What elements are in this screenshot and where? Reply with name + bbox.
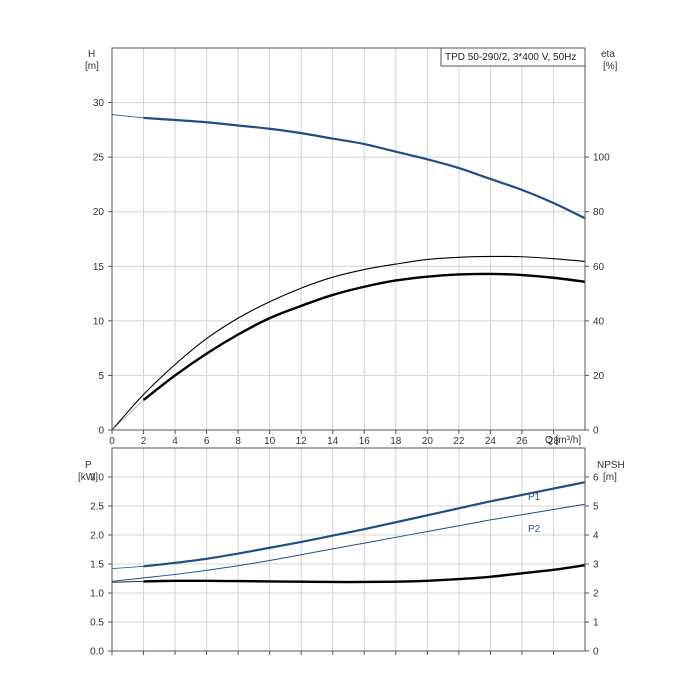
bottom-ticks: 0.0 0.5 1.0 1.5 2.0 2.5 3.0 0 1 2 3 4 5 6 bbox=[90, 473, 599, 658]
y2-tick-label: 0 bbox=[593, 426, 599, 437]
npsh-tick-label: 1 bbox=[593, 618, 599, 629]
p-tick-label: 2.0 bbox=[90, 531, 104, 542]
y2-axis-label-npsh: NPSH bbox=[597, 460, 625, 471]
npsh-tick-label: 6 bbox=[593, 473, 599, 484]
y2-tick-label: 80 bbox=[593, 207, 605, 218]
y2-tick-label: 40 bbox=[593, 316, 605, 327]
top-title-box: TPD 50-290/2, 3*400 V, 50Hz bbox=[440, 47, 586, 67]
x-tick-label: 24 bbox=[485, 436, 497, 447]
npsh-tick-label: 2 bbox=[593, 589, 599, 600]
bottom-plot-frame bbox=[111, 447, 586, 652]
x-tick-label: 26 bbox=[516, 436, 528, 447]
y-tick-label: 15 bbox=[93, 262, 105, 273]
top-grid bbox=[112, 48, 585, 430]
npsh-tick-label: 0 bbox=[593, 647, 599, 658]
y2-tick-label: 60 bbox=[593, 262, 605, 273]
x-tick-label: 12 bbox=[296, 436, 308, 447]
p-tick-label: 0.5 bbox=[90, 618, 104, 629]
series-label-p1: P1 bbox=[528, 492, 541, 503]
y2-axis-label-eta: eta bbox=[601, 49, 615, 60]
chart-title: TPD 50-290/2, 3*400 V, 50Hz bbox=[445, 52, 576, 63]
p-tick-label: 2.5 bbox=[90, 502, 104, 513]
p-tick-label: 3.0 bbox=[90, 473, 104, 484]
p2-curve bbox=[111, 503, 586, 582]
npsh-tick-label: 4 bbox=[593, 531, 599, 542]
x-axis-label-q: Q [m³/h] bbox=[545, 435, 581, 446]
x-tick-label: 8 bbox=[235, 436, 241, 447]
x-tick-label: 4 bbox=[172, 436, 178, 447]
efficiency-curve-thick bbox=[142, 272, 586, 401]
y2-tick-label: 20 bbox=[593, 371, 605, 382]
y-axis-label-p: P bbox=[85, 460, 92, 471]
p1-curve-extension bbox=[111, 565, 144, 570]
x-tick-label: 2 bbox=[141, 436, 147, 447]
top-plot-frame bbox=[111, 47, 586, 431]
x-tick-label: 10 bbox=[264, 436, 276, 447]
y-tick-label: 30 bbox=[93, 98, 105, 109]
npsh-curve bbox=[143, 563, 586, 584]
head-curve-extension bbox=[111, 114, 144, 119]
p-tick-label: 0.0 bbox=[90, 647, 104, 658]
y-tick-label: 0 bbox=[98, 426, 104, 437]
p-tick-label: 1.0 bbox=[90, 589, 104, 600]
y-tick-label: 10 bbox=[93, 316, 105, 327]
x-tick-label: 0 bbox=[109, 436, 115, 447]
y-tick-label: 25 bbox=[93, 153, 105, 164]
p-tick-label: 1.5 bbox=[90, 560, 104, 571]
npsh-tick-label: 3 bbox=[593, 560, 599, 571]
y-tick-label: 20 bbox=[93, 207, 105, 218]
x-tick-label: 14 bbox=[327, 436, 339, 447]
bottom-grid bbox=[112, 448, 585, 651]
y2-axis-unit-eta: [%] bbox=[603, 61, 618, 72]
x-tick-label: 16 bbox=[359, 436, 371, 447]
top-ticks: 0 2 4 6 8 10 12 14 16 18 20 22 24 26 28051015202530020… bbox=[93, 98, 610, 447]
npsh-tick-label: 5 bbox=[593, 502, 599, 513]
efficiency-curve-extension bbox=[111, 399, 144, 431]
efficiency-curve-thin bbox=[111, 255, 586, 431]
bottom-series-group bbox=[111, 481, 586, 584]
y-tick-label: 5 bbox=[98, 371, 104, 382]
top-series-group bbox=[111, 114, 586, 431]
x-tick-label: 20 bbox=[422, 436, 434, 447]
npsh-curve-extension bbox=[111, 581, 144, 583]
p1-curve bbox=[143, 481, 586, 568]
x-tick-label: 22 bbox=[453, 436, 465, 447]
series-label-p2: P2 bbox=[528, 524, 541, 535]
x-tick-label: 18 bbox=[390, 436, 402, 447]
y-axis-label-h: H bbox=[88, 49, 95, 60]
x-tick-label: 28 bbox=[548, 436, 560, 447]
y2-axis-unit-npsh: [m] bbox=[603, 472, 617, 483]
head-curve bbox=[143, 116, 586, 220]
y-axis-unit-p: [kW] bbox=[78, 472, 98, 483]
y-axis-unit-h: [m] bbox=[85, 61, 99, 72]
y2-tick-label: 100 bbox=[593, 153, 610, 164]
x-tick-label: 6 bbox=[204, 436, 210, 447]
